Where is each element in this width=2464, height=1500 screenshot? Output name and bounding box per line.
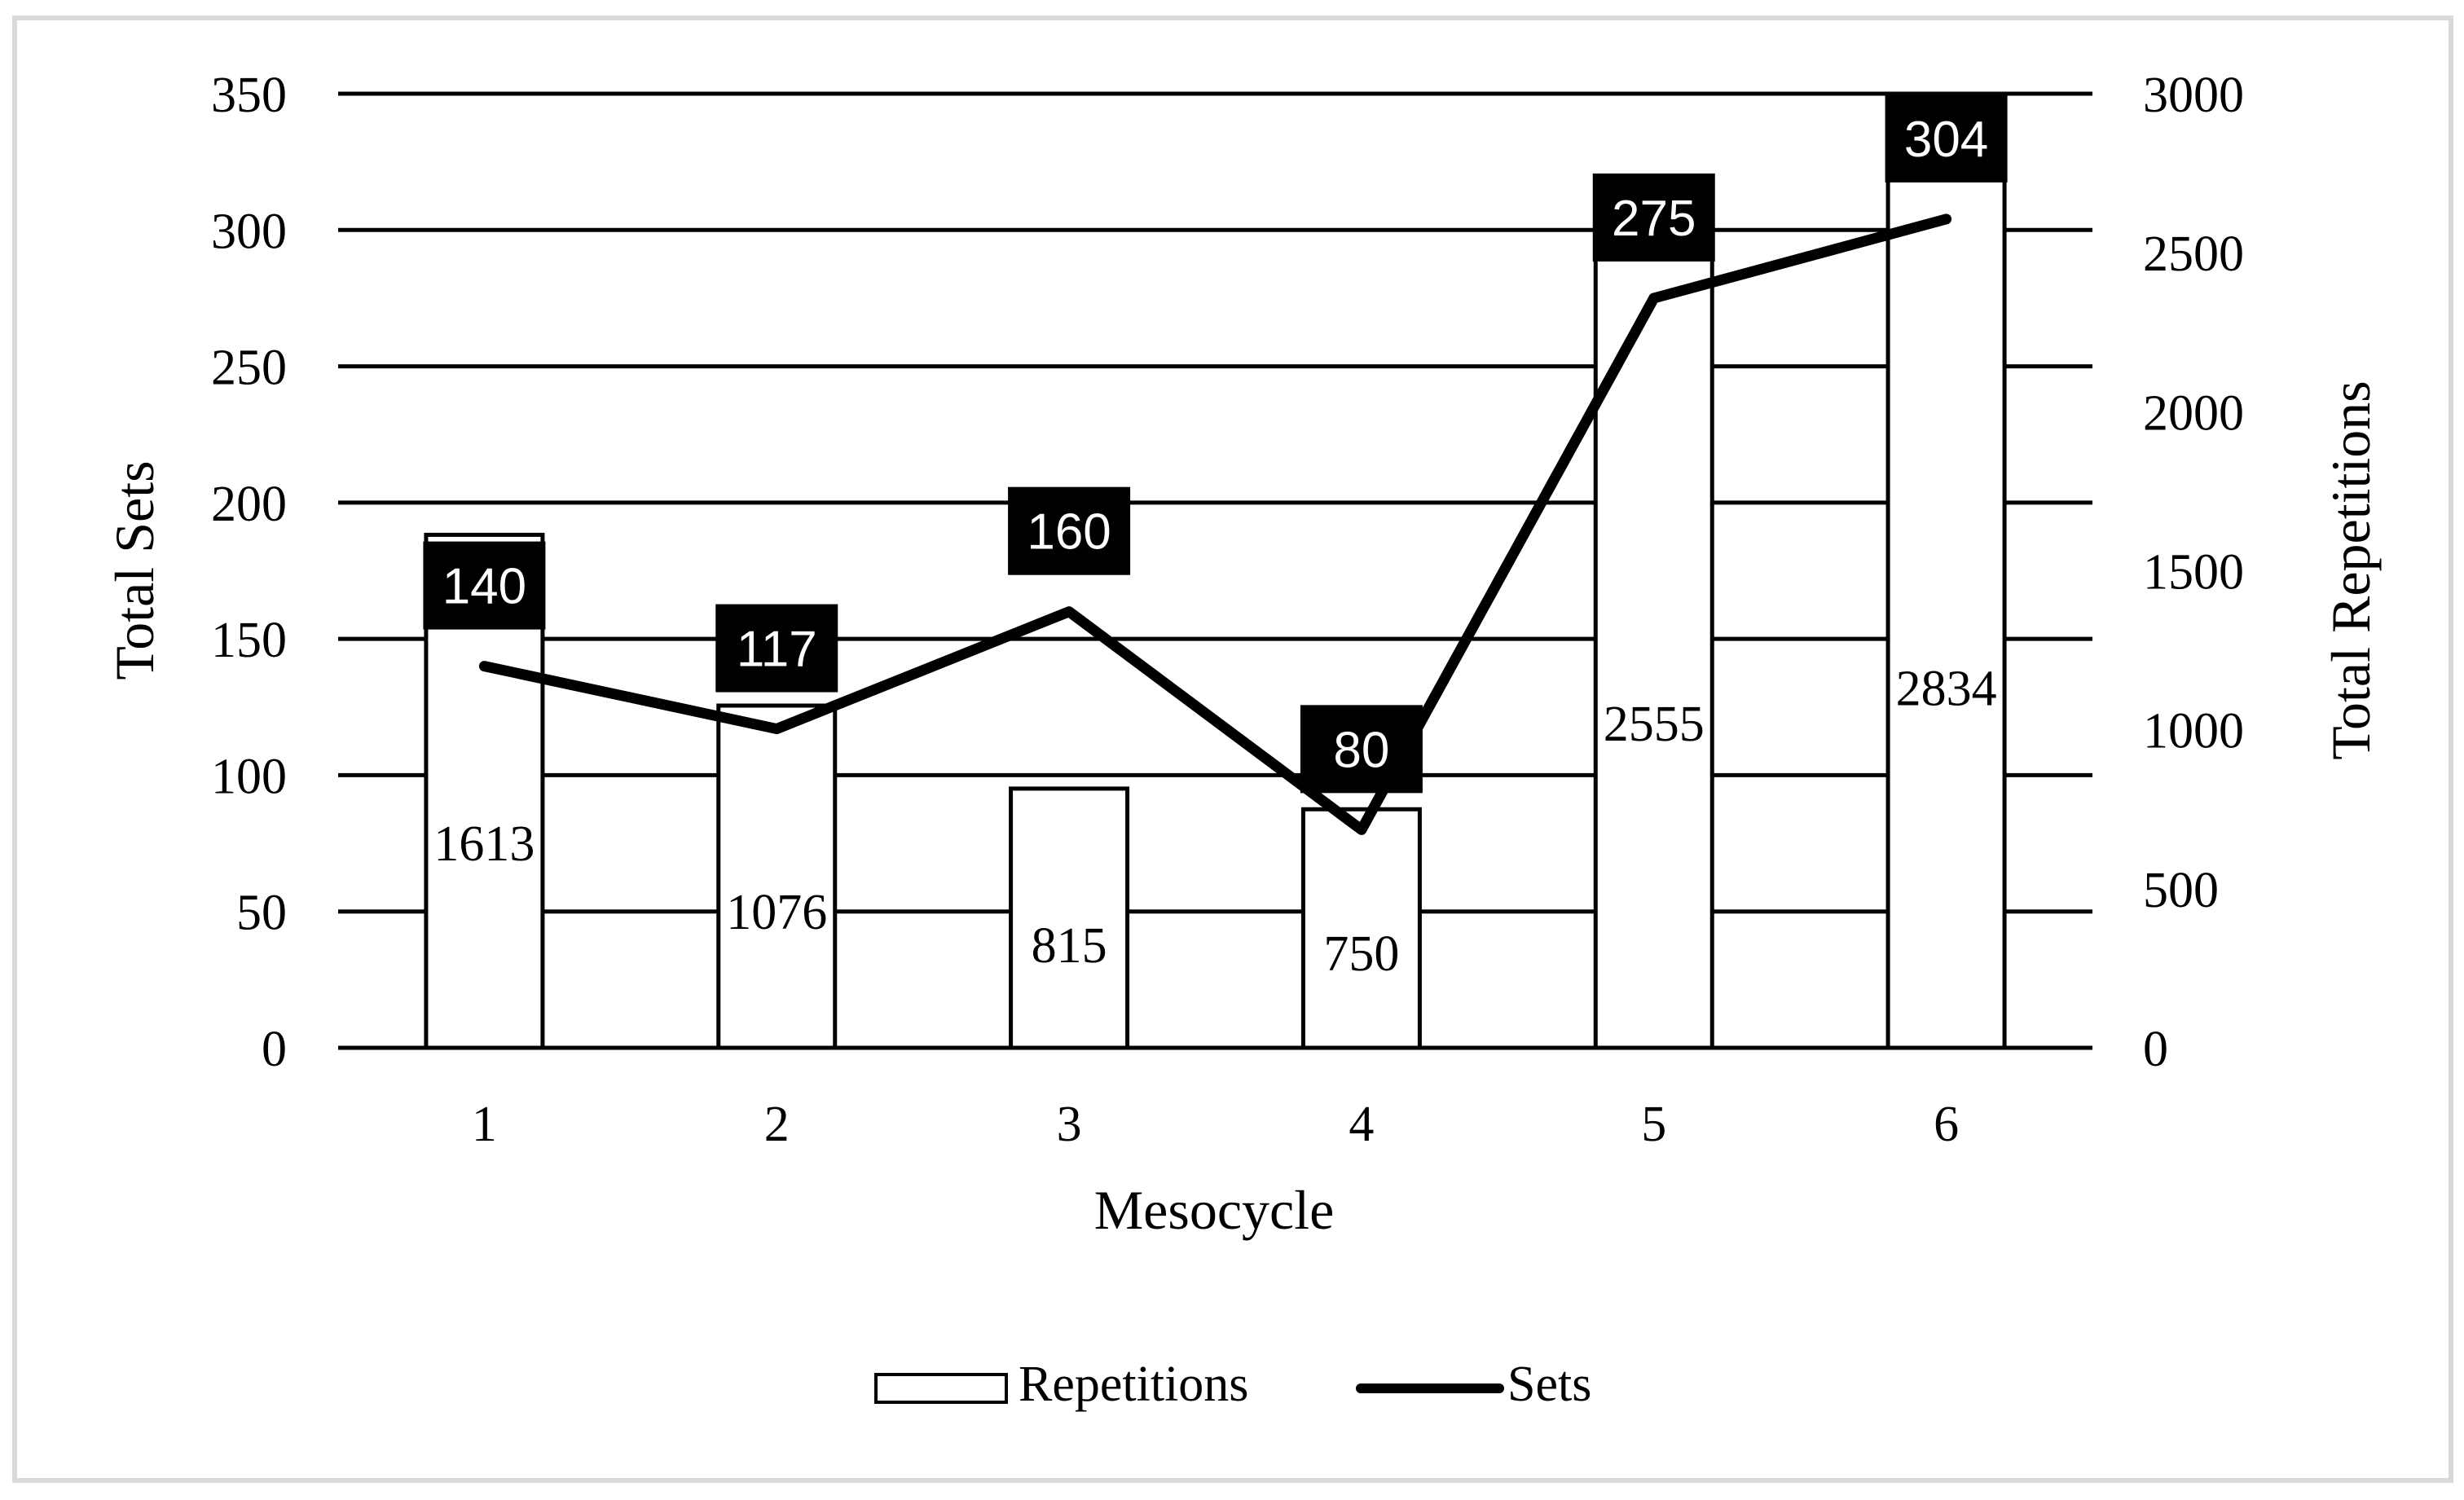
left-tick-label: 200	[211, 477, 287, 532]
sets-line	[478, 213, 1952, 835]
right-tick-label: 500	[2143, 863, 2219, 918]
left-tick-label: 100	[211, 749, 287, 804]
sets-point	[1652, 297, 1655, 299]
x-tick-label: 3	[1057, 1097, 1082, 1152]
sets-value-label: 304	[1885, 94, 2008, 183]
repetitions-value-label: 750	[1323, 926, 1399, 982]
repetitions-value-label: 1613	[433, 816, 535, 872]
right-tick-label: 3000	[2143, 68, 2244, 123]
legend-repetitions-swatch	[874, 1373, 1008, 1404]
sets-point	[1068, 610, 1071, 613]
right-tick-label: 1000	[2143, 704, 2244, 759]
chart-frame	[12, 15, 2453, 1483]
sets-value-label: 117	[715, 604, 838, 693]
sets-point	[1945, 218, 1947, 220]
legend-repetitions-label: Repetitions	[1019, 1357, 1248, 1412]
right-tick-label: 1500	[2143, 545, 2244, 600]
sets-label-box	[423, 541, 546, 630]
repetitions-value-label: 815	[1032, 918, 1107, 974]
sets-labels: 140 117 160 80 275 304	[423, 94, 2008, 794]
x-tick-label: 1	[472, 1097, 497, 1152]
repetitions-bar	[1300, 807, 1422, 1050]
sets-point	[1360, 829, 1362, 831]
left-tick-label: 150	[211, 613, 287, 668]
legend-sets-label: Sets	[1507, 1357, 1591, 1412]
right-tick-label: 0	[2143, 1022, 2168, 1077]
x-tick-label: 5	[1641, 1097, 1666, 1152]
sets-point	[483, 665, 486, 667]
sets-label-text: 80	[1333, 722, 1389, 778]
sets-line-group	[478, 213, 1952, 835]
repetitions-bar	[716, 703, 838, 1050]
repetitions-value-label: 1076	[726, 885, 827, 940]
left-tick-label: 50	[236, 886, 287, 941]
x-tick-label: 6	[1934, 1097, 1959, 1152]
sets-label-text: 304	[1904, 112, 1988, 168]
legend: Repetitions Sets	[874, 1357, 1591, 1412]
left-axis-title: Total Sets	[103, 460, 165, 680]
left-tick-label: 0	[262, 1022, 287, 1077]
sets-label-text: 275	[1612, 191, 1696, 247]
x-tick-label: 4	[1349, 1097, 1374, 1152]
right-axis: 0 500 1000 1500 2000 2500 3000	[2143, 68, 2244, 1077]
sets-label-box	[1300, 705, 1423, 794]
repetition-labels: 1613 1076 815 750 2555 2834	[433, 662, 1996, 982]
sets-label-text: 160	[1027, 504, 1111, 561]
sets-label-box	[1008, 486, 1131, 575]
x-axis-title: Mesocycle	[1094, 1179, 1335, 1241]
sets-label-text: 140	[442, 559, 526, 615]
x-axis: 1 2 3 4 5 6	[338, 1045, 2092, 1152]
sets-value-label: 80	[1300, 705, 1423, 794]
repetitions-bar	[1593, 233, 1714, 1050]
left-tick-label: 300	[211, 204, 287, 259]
sets-label-box	[715, 604, 838, 693]
x-tick-label: 2	[764, 1097, 790, 1152]
sets-label-text: 117	[737, 622, 817, 678]
repetitions-bar	[1009, 786, 1130, 1050]
sets-value-label: 275	[1592, 173, 1715, 262]
sets-label-box	[1885, 94, 2008, 183]
sets-value-label: 140	[423, 541, 546, 630]
right-axis-title: Total Repetitions	[2320, 380, 2382, 760]
sets-point	[776, 728, 778, 730]
right-tick-label: 2000	[2143, 385, 2244, 441]
left-tick-label: 250	[211, 341, 287, 396]
left-tick-label: 350	[211, 68, 287, 123]
sets-label-box	[1592, 173, 1715, 262]
right-tick-label: 2500	[2143, 227, 2244, 282]
grid-lines	[338, 91, 2092, 1050]
left-axis: 0 50 100 150 200 250 300 350	[211, 68, 287, 1077]
repetitions-value-label: 2555	[1604, 697, 1705, 752]
repetitions-bar	[1885, 144, 2007, 1050]
repetitions-value-label: 2834	[1896, 662, 1997, 717]
sets-value-label: 160	[1008, 486, 1131, 575]
